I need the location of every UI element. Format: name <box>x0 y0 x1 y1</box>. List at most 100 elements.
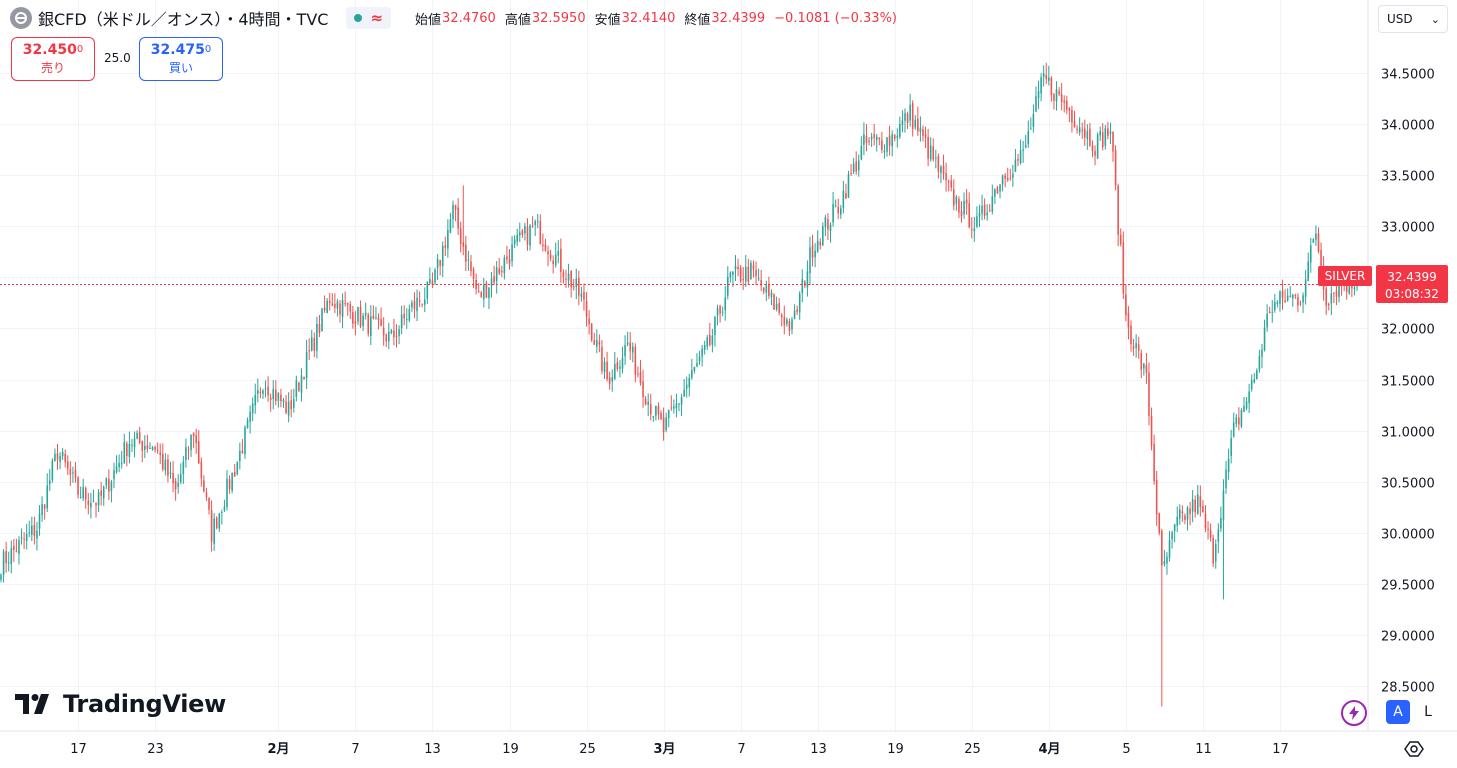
symbol-marker-label: SILVER <box>1318 266 1372 286</box>
candle-body <box>182 461 185 475</box>
candle-body <box>824 217 827 228</box>
candle-body <box>403 313 406 319</box>
candle-body <box>1096 134 1099 159</box>
candle-body <box>385 334 388 341</box>
candle-body <box>257 390 259 394</box>
candle-body <box>1276 301 1279 304</box>
candle-body <box>1207 528 1209 530</box>
time-tick-label: 13 <box>424 742 441 757</box>
candle-body <box>195 435 197 444</box>
settings-icon[interactable] <box>1401 736 1427 762</box>
candle-body <box>144 446 146 450</box>
candle-body <box>1076 129 1078 131</box>
sell-price: 32.450 <box>22 42 77 58</box>
candle-body <box>683 389 685 397</box>
price-tick-label: 34.5000 <box>1381 68 1435 83</box>
candle-body <box>367 314 370 334</box>
candle-body <box>254 394 257 406</box>
candle-body <box>881 140 883 150</box>
candle-body <box>757 278 760 280</box>
buy-button[interactable]: 32.4750 買い <box>139 37 223 81</box>
candle-body <box>870 136 873 140</box>
candle-body <box>10 548 13 565</box>
candle-body <box>1137 344 1140 351</box>
candle-body <box>1091 145 1094 152</box>
candle-body <box>624 344 626 357</box>
log-scale-button[interactable]: L <box>1424 704 1432 720</box>
sell-price-small: 0 <box>76 44 84 55</box>
candle-body <box>7 562 10 564</box>
candle-body <box>647 401 649 405</box>
lightning-icon[interactable] <box>1341 700 1367 726</box>
candle-body <box>886 137 888 152</box>
sell-button[interactable]: 32.4500 売り <box>11 37 95 81</box>
candle-body <box>1153 444 1155 482</box>
candle-body <box>565 278 567 280</box>
currency-value: USD <box>1387 12 1413 26</box>
candle-body <box>187 449 190 451</box>
candle-body <box>642 381 644 398</box>
candle-body <box>398 329 400 336</box>
candle-body <box>811 245 814 258</box>
market-status-pill[interactable]: ≈ <box>346 7 392 29</box>
candle-layer <box>0 62 1358 707</box>
candle-body <box>534 221 536 225</box>
candle-body <box>54 453 56 462</box>
candle-body <box>500 270 503 272</box>
candle-body <box>798 293 801 313</box>
candle-body <box>590 323 593 341</box>
candle-body <box>539 221 542 245</box>
candle-body <box>834 205 837 207</box>
candle-body <box>917 118 919 132</box>
candle-body <box>1009 177 1012 179</box>
candle-body <box>981 205 983 214</box>
candle-body <box>1063 100 1066 103</box>
price-axis-panel[interactable] <box>1368 40 1457 730</box>
candle-body <box>588 318 590 325</box>
candle-body <box>79 496 82 498</box>
candle-body <box>829 224 832 231</box>
candle-body <box>1307 261 1310 281</box>
candle-body <box>1353 287 1356 290</box>
tradingview-logo[interactable]: TradingView <box>15 688 226 720</box>
buy-price-small: 0 <box>204 44 212 55</box>
candle-body <box>1017 158 1019 161</box>
candle-body <box>1238 417 1240 425</box>
candle-body <box>74 470 77 478</box>
candle-body <box>1291 294 1294 299</box>
candle-body <box>169 472 172 474</box>
candle-body <box>868 140 870 142</box>
time-axis-panel[interactable] <box>0 731 1368 768</box>
candle-body <box>493 276 495 283</box>
candle-body <box>66 461 69 469</box>
candle-body <box>842 190 845 209</box>
auto-scale-button[interactable]: A <box>1386 700 1410 724</box>
candle-body <box>1040 77 1042 94</box>
candle-body <box>313 338 316 351</box>
candle-body <box>942 165 945 174</box>
candle-body <box>100 490 102 496</box>
candle-body <box>1071 110 1073 123</box>
candle-body <box>644 398 647 405</box>
candle-body <box>1304 279 1307 297</box>
candle-body <box>102 486 105 499</box>
candle-body <box>726 277 729 296</box>
candle-body <box>947 180 950 182</box>
candle-body <box>744 266 747 282</box>
candle-body <box>1112 131 1114 152</box>
candle-body <box>919 127 922 132</box>
spread-value: 25.0 <box>104 51 131 65</box>
tradingview-logo-icon <box>15 694 49 714</box>
candle-body <box>1248 391 1250 404</box>
symbol-title[interactable]: 銀CFD（米ドル／オンス）・4時間・TVC <box>38 10 329 29</box>
candle-body <box>48 480 51 485</box>
silver-symbol-icon[interactable] <box>10 7 32 29</box>
candle-body <box>901 120 904 126</box>
currency-select[interactable]: USD ⌄ <box>1378 5 1448 33</box>
candle-body <box>31 525 33 535</box>
candle-body <box>295 380 298 397</box>
candle-body <box>631 346 634 353</box>
candle-body <box>711 335 714 345</box>
